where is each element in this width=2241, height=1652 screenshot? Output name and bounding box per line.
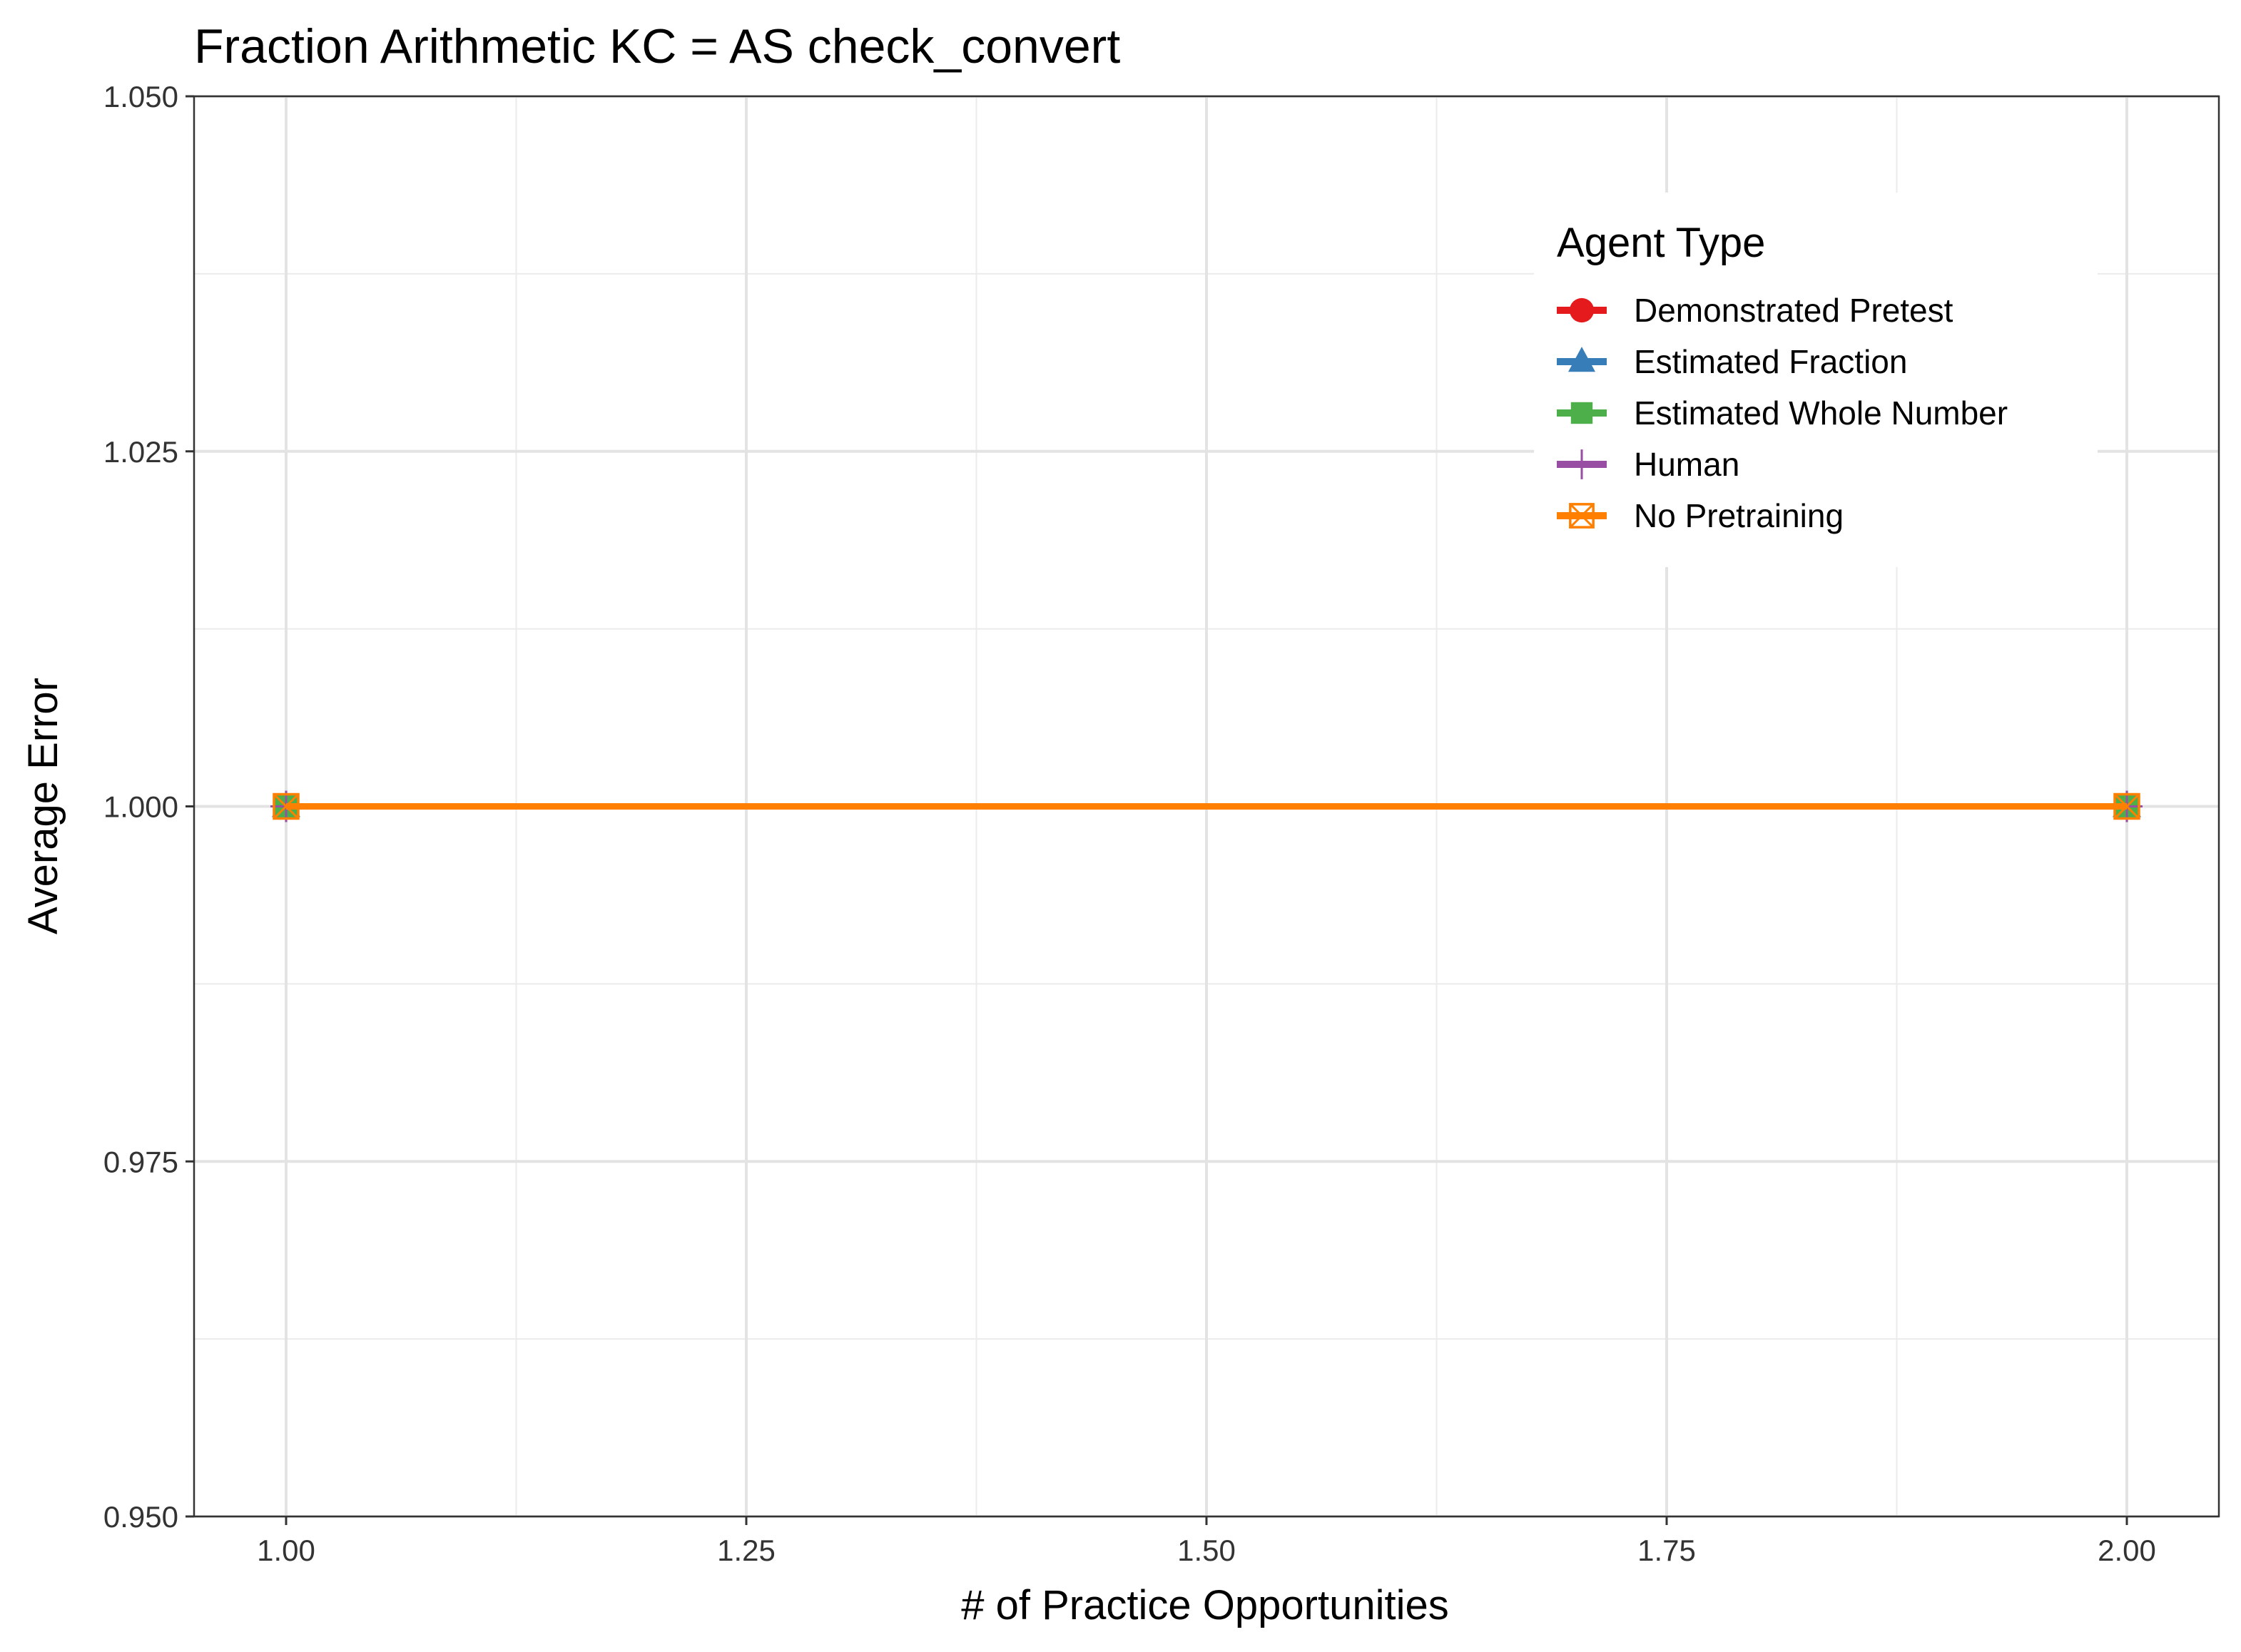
data-point-no-pretraining (273, 792, 300, 820)
x-axis: 1.00 1.25 1.50 1.75 2.00 (257, 1516, 2156, 1567)
y-tick-label: 1.000 (103, 790, 178, 824)
legend-items: Demonstrated Pretest Estimated Fraction Es… (1557, 292, 2008, 534)
cross-line (273, 793, 300, 820)
legend-label: No Pretraining (1634, 497, 1844, 534)
legend-key-marker (1569, 297, 1595, 323)
legend-key-marker (1567, 449, 1597, 479)
y-tick-label: 1.050 (103, 80, 178, 113)
legend-key-marker (1569, 503, 1595, 529)
series-layer (270, 790, 2143, 822)
data-point-no-pretraining (2113, 792, 2140, 820)
legend-background (1534, 193, 2098, 567)
legend-key-marker (1568, 347, 1595, 372)
x-tick-label: 1.00 (257, 1534, 315, 1567)
cross-line (2113, 793, 2140, 820)
square-outline (273, 792, 300, 820)
square-outline (1569, 503, 1595, 529)
x-tick-label: 1.25 (717, 1534, 776, 1567)
legend-label: Estimated Fraction (1634, 343, 1907, 380)
x-axis-title: # of Practice Opportunities (961, 1582, 1448, 1628)
series-no-pretraining (273, 792, 2140, 820)
x-tick-label: 1.75 (1637, 1534, 1696, 1567)
cross-line (1569, 503, 1595, 529)
y-tick-label: 1.025 (103, 435, 178, 469)
legend-item-no-pretraining: No Pretraining (1557, 497, 1844, 534)
x-tick-label: 2.00 (2098, 1534, 2156, 1567)
legend-item-demonstrated-pretest: Demonstrated Pretest (1557, 292, 1953, 329)
y-tick-label: 0.950 (103, 1500, 178, 1534)
legend-title: Agent Type (1557, 220, 1765, 266)
legend-label: Estimated Whole Number (1634, 394, 2008, 432)
legend: Agent Type Demonstrated Pretest Estimated… (1534, 193, 2098, 567)
chart-title: Fraction Arithmetic KC = AS check_conver… (194, 19, 1120, 73)
y-axis: 0.950 0.975 1.000 1.025 1.050 (103, 80, 194, 1534)
y-axis-title: Average Error (20, 678, 66, 934)
y-tick-label: 0.975 (103, 1145, 178, 1178)
legend-label: Human (1634, 446, 1739, 483)
x-tick-label: 1.50 (1177, 1534, 1236, 1567)
legend-key-marker (1570, 402, 1593, 424)
square-outline (2113, 792, 2140, 820)
legend-item-estimated-whole-number: Estimated Whole Number (1557, 394, 2008, 432)
legend-item-estimated-fraction: Estimated Fraction (1557, 343, 1907, 380)
legend-item-human: Human (1557, 446, 1739, 483)
legend-label: Demonstrated Pretest (1634, 292, 1953, 329)
